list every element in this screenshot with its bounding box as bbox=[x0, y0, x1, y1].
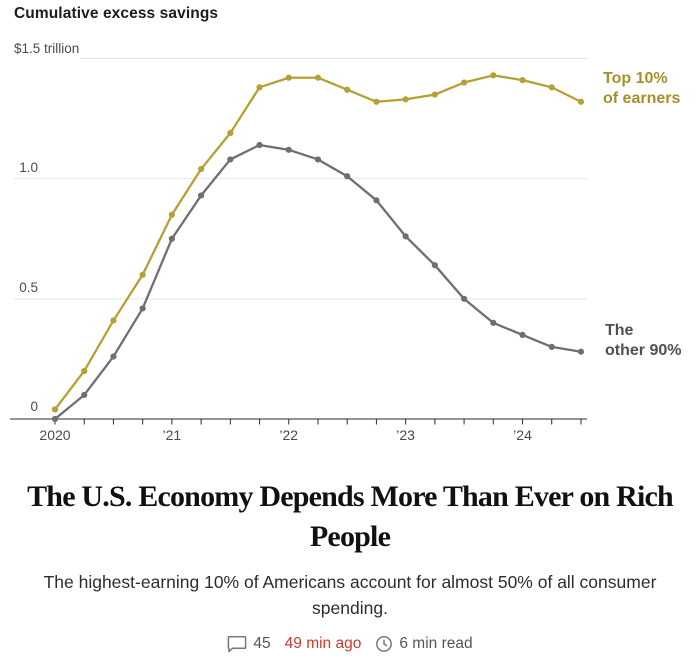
y-tick-label-1-0: 1.0 bbox=[19, 160, 38, 175]
y-tick-label-0-5: 0.5 bbox=[19, 280, 38, 295]
data-point bbox=[139, 271, 146, 278]
timestamp: 49 min ago bbox=[284, 635, 362, 652]
data-point bbox=[431, 262, 438, 269]
data-point bbox=[285, 74, 292, 81]
comment-icon bbox=[228, 636, 247, 653]
data-point bbox=[460, 79, 468, 86]
x-tick-label: ’23 bbox=[396, 427, 415, 443]
data-point bbox=[314, 156, 322, 163]
subhead: The highest-earning 10% of Americans acc… bbox=[43, 572, 657, 618]
series-top-10-of-earners bbox=[51, 72, 585, 413]
comments-count: 45 bbox=[253, 635, 271, 652]
series-label-other90: The other 90% bbox=[605, 322, 682, 359]
read-time-label: 6 min read bbox=[399, 635, 473, 652]
data-point bbox=[256, 84, 263, 91]
data-point bbox=[198, 165, 205, 173]
data-point bbox=[490, 319, 497, 326]
chart-section: Cumulative excess savings $1.5 trillion … bbox=[10, 5, 682, 443]
data-point bbox=[168, 235, 175, 242]
comments-link[interactable]: 45 bbox=[227, 635, 271, 653]
data-point bbox=[51, 406, 59, 413]
chart-title: Cumulative excess savings bbox=[14, 5, 219, 22]
data-point bbox=[344, 173, 351, 180]
data-point bbox=[227, 129, 234, 137]
headline: The U.S. Economy Depends More Than Ever … bbox=[27, 480, 674, 553]
data-point bbox=[256, 141, 263, 149]
data-point bbox=[51, 415, 59, 423]
data-point bbox=[460, 295, 468, 302]
article-header: The U.S. Economy Depends More Than Ever … bbox=[0, 477, 700, 653]
data-point bbox=[548, 84, 555, 91]
series-the-other-90- bbox=[51, 141, 585, 423]
data-point bbox=[548, 343, 555, 351]
series-label-top10: Top 10% of earners bbox=[603, 70, 681, 107]
line-top-10-of-earners bbox=[54, 74, 582, 411]
data-point bbox=[110, 317, 117, 324]
x-axis bbox=[10, 418, 587, 425]
data-point bbox=[431, 91, 438, 98]
data-point bbox=[402, 233, 409, 240]
data-point bbox=[227, 156, 234, 163]
read-time: 6 min read bbox=[375, 635, 473, 653]
data-point bbox=[519, 77, 526, 84]
data-point bbox=[344, 86, 351, 93]
clock-icon bbox=[376, 636, 393, 652]
x-tick-label: 2020 bbox=[39, 427, 71, 443]
data-point bbox=[198, 192, 205, 199]
data-point bbox=[577, 348, 585, 355]
data-point bbox=[402, 96, 409, 103]
y-tick-label-0: 0 bbox=[30, 399, 38, 414]
x-tick-label: ’24 bbox=[513, 427, 532, 443]
data-point bbox=[519, 331, 526, 338]
data-point bbox=[139, 305, 146, 312]
data-point bbox=[577, 98, 585, 105]
line-the-other-90- bbox=[54, 143, 582, 420]
chart-svg bbox=[10, 58, 587, 425]
meta-row: 45 49 min ago 6 min read bbox=[0, 635, 700, 653]
data-point bbox=[168, 211, 175, 218]
data-point bbox=[314, 74, 322, 81]
data-point bbox=[373, 197, 380, 204]
x-tick-label: ’21 bbox=[162, 427, 182, 443]
data-point bbox=[490, 72, 497, 79]
data-point bbox=[373, 98, 380, 105]
data-point bbox=[81, 391, 88, 399]
gridlines bbox=[14, 58, 587, 300]
data-point bbox=[110, 353, 117, 360]
data-point bbox=[285, 146, 292, 153]
y-axis-unit-label: $1.5 trillion bbox=[14, 41, 80, 56]
data-point bbox=[81, 367, 88, 375]
x-tick-label: ’22 bbox=[279, 427, 299, 443]
